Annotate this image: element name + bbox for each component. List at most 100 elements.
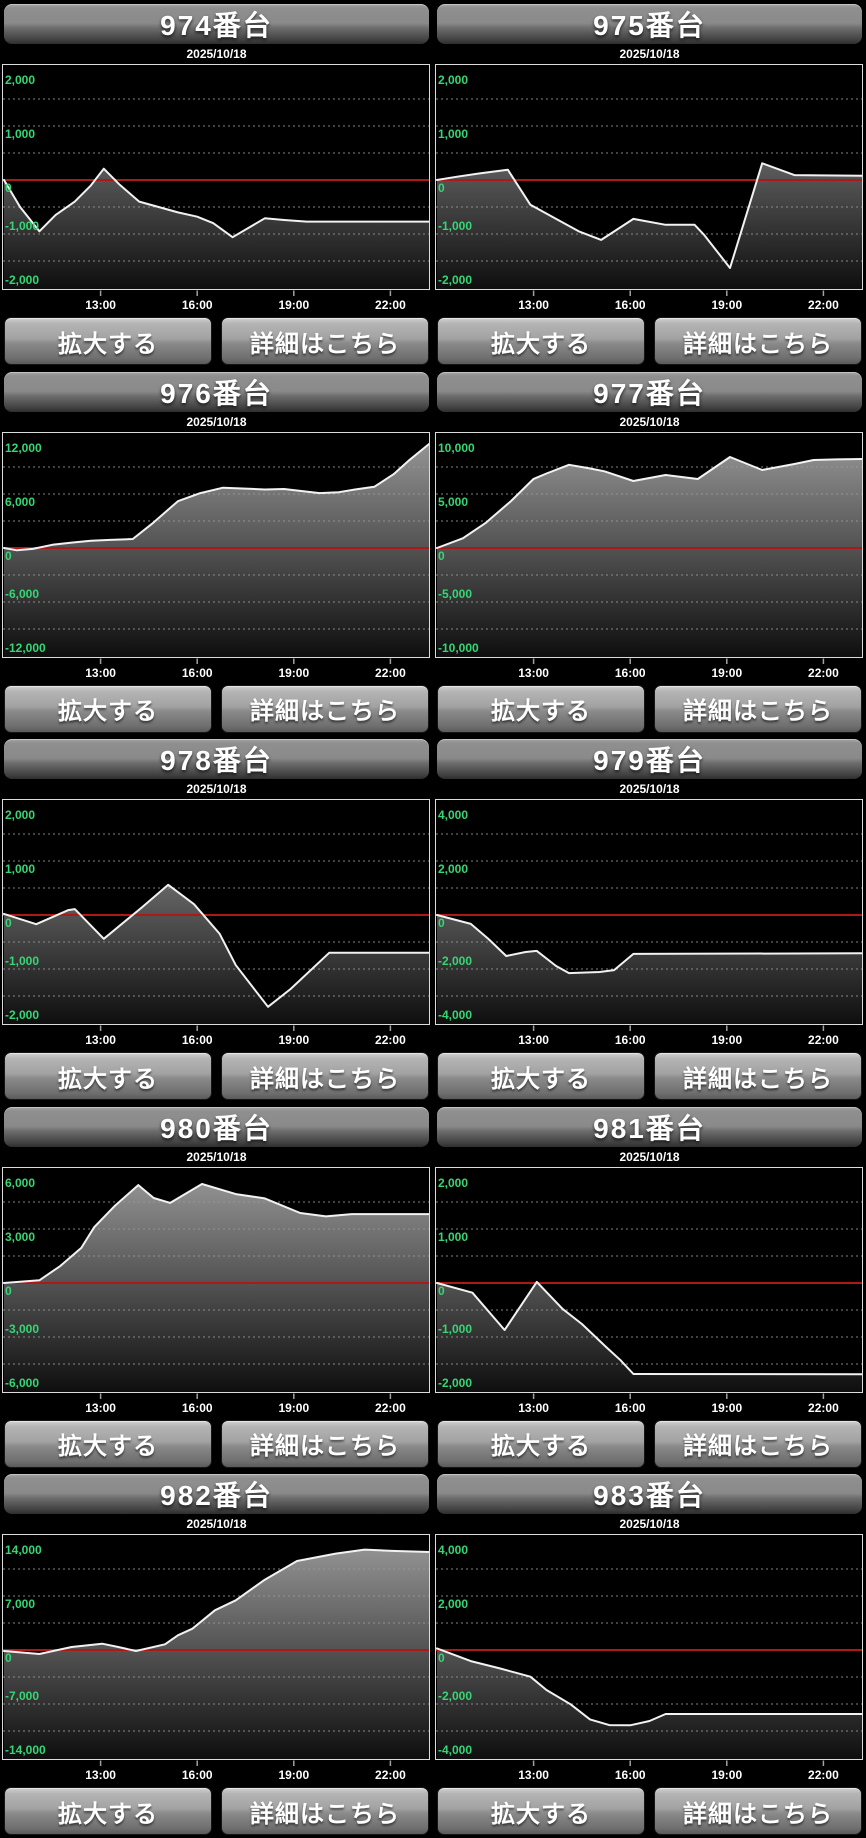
area-fill: [437, 456, 863, 658]
enlarge-button[interactable]: 拡大する: [437, 1052, 645, 1101]
y-axis-label: 0: [5, 549, 12, 563]
chart-976: 12,000 6,000 0 -6,000 -12,000 13:00 16:00 19:00…: [2, 431, 430, 680]
y-axis-label: -7,000: [5, 1689, 39, 1703]
machine-title-bar: 982番台: [4, 1474, 429, 1515]
x-axis-label: 19:00: [711, 1768, 742, 1782]
enlarge-button[interactable]: 拡大する: [437, 1787, 645, 1836]
details-button[interactable]: 詳細はこちら: [654, 1419, 862, 1468]
y-axis-label: 2,000: [5, 73, 35, 87]
machine-title-bar: 978番台: [4, 739, 429, 780]
enlarge-button[interactable]: 拡大する: [437, 1419, 645, 1468]
machine-panel-977: 977番台 2025/10/18 10,000 5,000 0 -5,000 -10,000…: [433, 368, 866, 736]
x-axis-label: 19:00: [278, 1033, 309, 1047]
machine-title: 975番台: [593, 10, 706, 41]
date-label: 2025/10/18: [619, 782, 680, 797]
date-label: 2025/10/18: [186, 1517, 247, 1532]
data-line: [3, 442, 430, 551]
details-button[interactable]: 詳細はこちら: [221, 684, 429, 733]
chart-border: [435, 1166, 863, 1393]
date-label: 2025/10/18: [619, 414, 680, 429]
machine-panel-980: 980番台 2025/10/18 6,000 3,000 0 -3,000 -6,000 13…: [0, 1103, 433, 1471]
chart-982: 14,000 7,000 0 -7,000 -14,000 13:00 16:00 19:00…: [2, 1534, 430, 1782]
machine-title-bar: 977番台: [437, 371, 862, 412]
machine-panel-978: 978番台 2025/10/18 2,000 1,000 0 -1,000 -2,000 13…: [0, 735, 433, 1103]
enlarge-button[interactable]: 拡大する: [437, 317, 645, 365]
y-axis-label: -4,000: [438, 1008, 472, 1022]
x-axis-label: 19:00: [711, 1401, 742, 1415]
gridlines: [3, 1201, 429, 1365]
gridlines: [3, 466, 429, 630]
gridlines: [3, 1568, 429, 1732]
area-fill: [4, 168, 430, 290]
date-label: 2025/10/18: [619, 1517, 680, 1532]
area-fill: [4, 884, 430, 1026]
x-axis-label: 13:00: [518, 1401, 549, 1415]
enlarge-button[interactable]: 拡大する: [4, 684, 212, 733]
machine-title: 980番台: [160, 1112, 273, 1144]
x-axis-label: 22:00: [375, 1768, 406, 1782]
x-axis-label: 13:00: [85, 666, 116, 680]
x-axis-label: 19:00: [711, 666, 742, 680]
y-axis-label: 7,000: [5, 1597, 35, 1611]
y-axis-label: -2,000: [438, 273, 472, 287]
chart-border: [435, 64, 863, 290]
data-line: [3, 167, 430, 239]
y-axis-label: -1,000: [5, 219, 39, 233]
area-fill: [437, 1281, 863, 1393]
x-axis-label: 22:00: [808, 1033, 839, 1047]
x-axis-label: 22:00: [808, 1768, 839, 1782]
gridlines: [3, 833, 429, 997]
x-axis-label: 13:00: [85, 1768, 116, 1782]
x-axis-label: 13:00: [85, 298, 116, 312]
y-axis-label: 3,000: [5, 1230, 35, 1244]
enlarge-button[interactable]: 拡大する: [4, 1419, 212, 1468]
x-axis-label: 19:00: [711, 1033, 742, 1047]
details-button[interactable]: 詳細はこちら: [654, 1787, 862, 1836]
y-axis-label: -6,000: [5, 1376, 39, 1390]
details-button[interactable]: 詳細はこちら: [654, 684, 862, 733]
button-row: 拡大する 詳細はこちら: [437, 684, 862, 733]
details-button[interactable]: 詳細はこちら: [221, 317, 429, 365]
y-axis-label: 0: [5, 1651, 12, 1665]
x-axis-label: 22:00: [375, 1401, 406, 1415]
data-line: [436, 1280, 863, 1376]
gridlines: [436, 98, 862, 262]
details-button[interactable]: 詳細はこちら: [221, 1419, 429, 1468]
machine-title-bar: 981番台: [437, 1106, 862, 1147]
x-axis-label: 16:00: [615, 298, 646, 312]
details-button[interactable]: 詳細はこちら: [654, 1052, 862, 1101]
y-axis-label: 2,000: [438, 1176, 468, 1190]
chart-978: 2,000 1,000 0 -1,000 -2,000 13:00 16:00 19:00 22…: [2, 799, 430, 1047]
x-axis-label: 19:00: [278, 298, 309, 312]
y-axis-label: 2,000: [438, 73, 468, 87]
machine-title: 974番台: [160, 10, 273, 41]
x-axis-label: 19:00: [711, 298, 742, 312]
area-fill: [4, 1183, 430, 1393]
y-axis-label: 14,000: [5, 1543, 42, 1557]
y-axis-label: -2,000: [438, 1689, 472, 1703]
details-button[interactable]: 詳細はこちら: [221, 1787, 429, 1836]
x-axis-label: 16:00: [182, 1401, 213, 1415]
y-axis-label: 4,000: [438, 808, 468, 822]
area-fill: [4, 443, 430, 658]
y-axis-label: 12,000: [5, 441, 42, 455]
chart-border: [435, 431, 863, 658]
chart-975: 2,000 1,000 0 -1,000 -2,000 13:00 16:00 19:00 22…: [435, 64, 863, 312]
y-axis-label: -6,000: [5, 587, 39, 601]
details-button[interactable]: 詳細はこちら: [654, 317, 862, 365]
x-axis-label: 13:00: [85, 1033, 116, 1047]
button-row: 拡大する 詳細はこちら: [4, 1419, 429, 1468]
enlarge-button[interactable]: 拡大する: [4, 1787, 212, 1836]
y-axis-label: -12,000: [5, 641, 46, 655]
enlarge-button[interactable]: 拡大する: [4, 317, 212, 365]
x-axis-label: 16:00: [615, 1033, 646, 1047]
machine-title-bar: 976番台: [4, 371, 429, 412]
gridlines: [436, 833, 862, 997]
details-button[interactable]: 詳細はこちら: [221, 1052, 429, 1101]
x-axis-label: 22:00: [808, 298, 839, 312]
x-axis-label: 16:00: [182, 1033, 213, 1047]
y-axis-label: 1,000: [5, 127, 35, 141]
y-axis-label: -2,000: [438, 954, 472, 968]
enlarge-button[interactable]: 拡大する: [437, 684, 645, 733]
enlarge-button[interactable]: 拡大する: [4, 1052, 212, 1101]
